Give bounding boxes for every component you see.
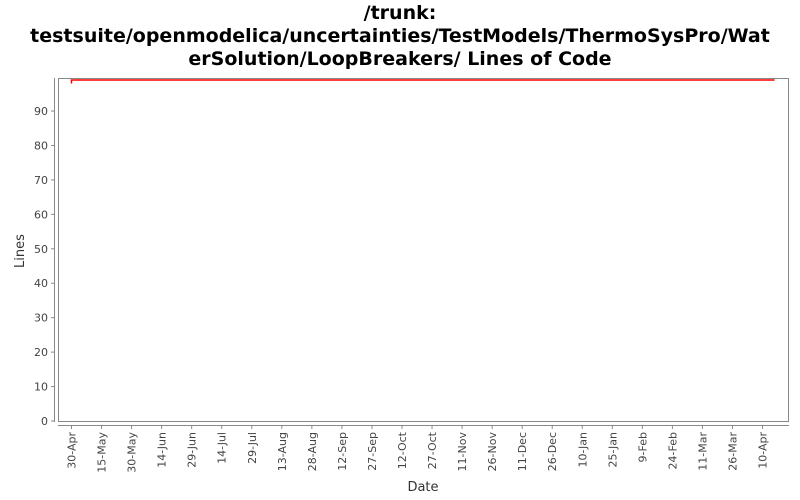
x-tick-label: 28-Aug	[306, 432, 319, 471]
y-tick-label: 30	[34, 312, 48, 325]
y-tick-label: 80	[34, 139, 48, 152]
y-tick-label: 90	[34, 105, 48, 118]
chart-title: /trunk: testsuite/openmodelica/uncertain…	[0, 2, 800, 71]
x-tick-label: 9-Feb	[636, 432, 649, 462]
x-tick-label: 12-Sep	[336, 432, 349, 471]
x-axis-label: Date	[407, 480, 438, 495]
title-line-1: /trunk:	[363, 2, 437, 24]
x-tick-label: 26-Mar	[726, 432, 739, 471]
x-tick-label: 11-Dec	[516, 432, 529, 471]
y-tick-label: 70	[34, 174, 48, 187]
x-tick-label: 30-May	[126, 432, 139, 473]
y-tick-label: 10	[34, 381, 48, 394]
y-tick-label: 60	[34, 208, 48, 221]
y-tick-label: 40	[34, 277, 48, 290]
y-tick-label: 20	[34, 346, 48, 359]
series-line	[70, 79, 775, 84]
x-tick-label: 26-Nov	[486, 432, 499, 472]
x-tick-label: 27-Oct	[426, 431, 439, 469]
x-tick-label: 14-Jun	[156, 432, 169, 468]
x-tick-label: 11-Mar	[696, 432, 709, 471]
x-tick-label: 26-Dec	[546, 432, 559, 471]
x-tick-label: 11-Nov	[456, 432, 469, 472]
x-tick-label: 24-Feb	[666, 432, 679, 469]
plot-area	[58, 78, 789, 422]
x-tick-label: 12-Oct	[396, 431, 409, 469]
y-axis-label: Lines	[13, 234, 28, 268]
x-tick-label: 30-Apr	[66, 432, 79, 469]
y-tick-label: 0	[41, 415, 48, 428]
x-tick-label: 25-Jan	[606, 432, 619, 468]
y-tick-label: 50	[34, 243, 48, 256]
x-tick-label: 14-Jul	[216, 432, 229, 464]
x-tick-label: 27-Sep	[366, 432, 379, 471]
x-tick-label: 15-May	[96, 432, 109, 473]
x-tick-label: 29-Jul	[246, 432, 259, 464]
x-tick-label: 10-Apr	[757, 432, 770, 469]
x-tick-label: 13-Aug	[276, 432, 289, 471]
x-tick-label: 29-Jun	[186, 432, 199, 468]
x-tick-label: 10-Jan	[576, 432, 589, 468]
title-line-3: erSolution/LoopBreakers/ Lines of Code	[188, 48, 612, 70]
title-line-2: testsuite/openmodelica/uncertainties/Tes…	[30, 25, 770, 47]
